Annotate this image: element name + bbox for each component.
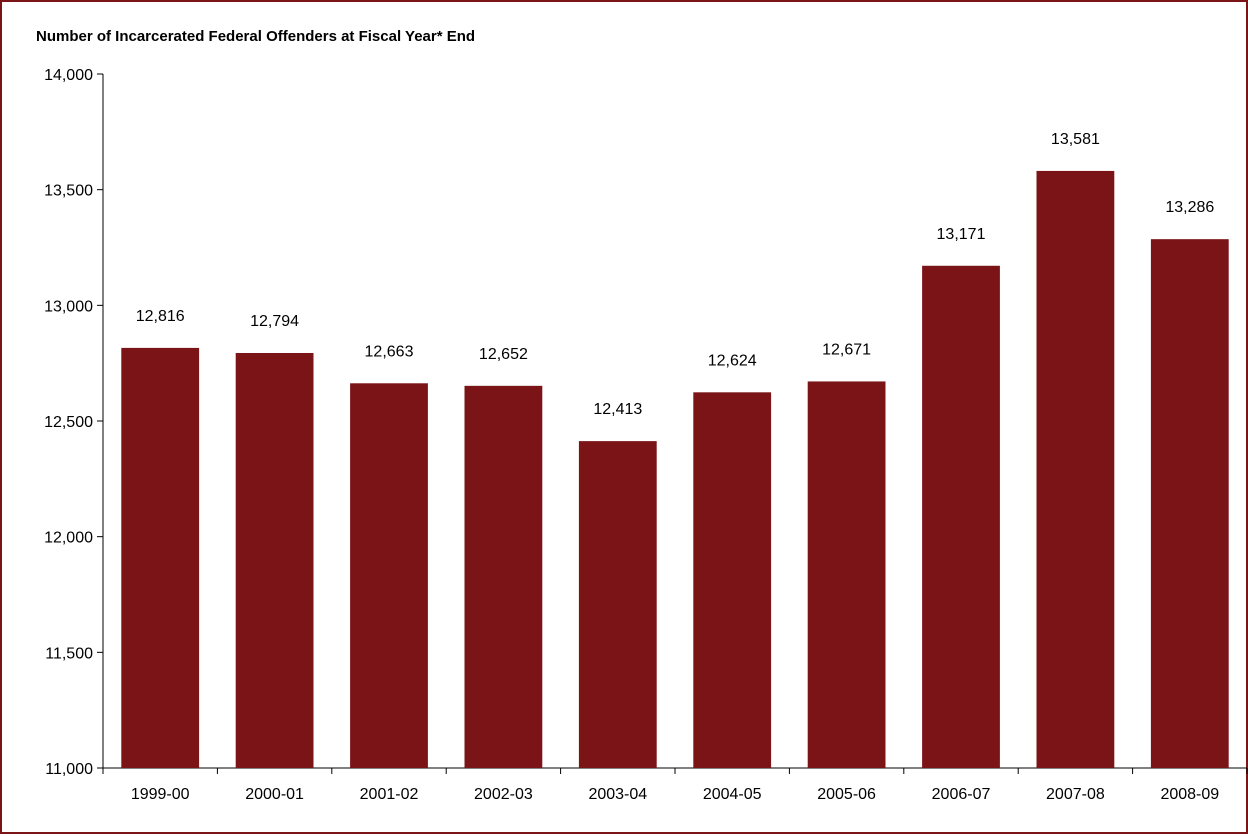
y-tick-label: 11,500 <box>45 645 93 662</box>
data-label: 12,663 <box>365 343 414 360</box>
data-label: 12,671 <box>822 341 871 358</box>
y-tick-label: 13,000 <box>44 298 93 315</box>
y-tick-label: 13,500 <box>44 183 93 200</box>
x-axis: 1999-00 2000-01 2001-02 2002-03 2003-04 2004-… <box>102 767 1248 803</box>
x-tick-label: 2004-05 <box>703 786 762 803</box>
data-label: 13,286 <box>1165 199 1214 216</box>
bar <box>235 352 314 768</box>
data-label: 13,171 <box>937 226 986 243</box>
bars-group <box>121 170 1229 769</box>
x-tick-label: 2000-01 <box>245 786 304 803</box>
bar <box>121 347 200 768</box>
x-tick-label: 2007-08 <box>1046 786 1105 803</box>
y-tick-label: 12,500 <box>44 414 93 431</box>
x-tick-label: 2003-04 <box>588 786 647 803</box>
bar <box>350 383 428 768</box>
bar <box>1150 239 1229 768</box>
bar <box>464 385 543 768</box>
data-labels-group: 12,816 12,794 12,663 12,652 12,413 12,624 12,6… <box>136 131 1215 418</box>
bar <box>1036 170 1115 769</box>
y-axis: 11,000 11,500 12,000 12,500 13,000 13,500 14,0… <box>44 67 104 778</box>
data-label: 12,652 <box>479 346 528 363</box>
y-tick-label: 12,000 <box>44 530 93 547</box>
bar <box>578 441 657 768</box>
y-tick-label: 14,000 <box>44 67 93 84</box>
x-tick-label: 2008-09 <box>1160 786 1219 803</box>
bar <box>922 265 1000 768</box>
data-label: 12,413 <box>593 401 642 418</box>
data-label: 13,581 <box>1051 131 1100 148</box>
bar <box>807 381 886 768</box>
x-tick-label: 1999-00 <box>131 786 190 803</box>
data-label: 12,794 <box>250 313 299 330</box>
y-tick-label: 11,000 <box>45 761 93 778</box>
x-tick-label: 2001-02 <box>360 786 419 803</box>
data-label: 12,624 <box>708 352 757 369</box>
x-tick-label: 2002-03 <box>474 786 533 803</box>
x-tick-label: 2005-06 <box>817 786 876 803</box>
data-label: 12,816 <box>136 308 185 325</box>
bar <box>693 392 772 768</box>
chart-title: Number of Incarcerated Federal Offenders… <box>36 28 475 45</box>
x-tick-label: 2006-07 <box>932 786 991 803</box>
